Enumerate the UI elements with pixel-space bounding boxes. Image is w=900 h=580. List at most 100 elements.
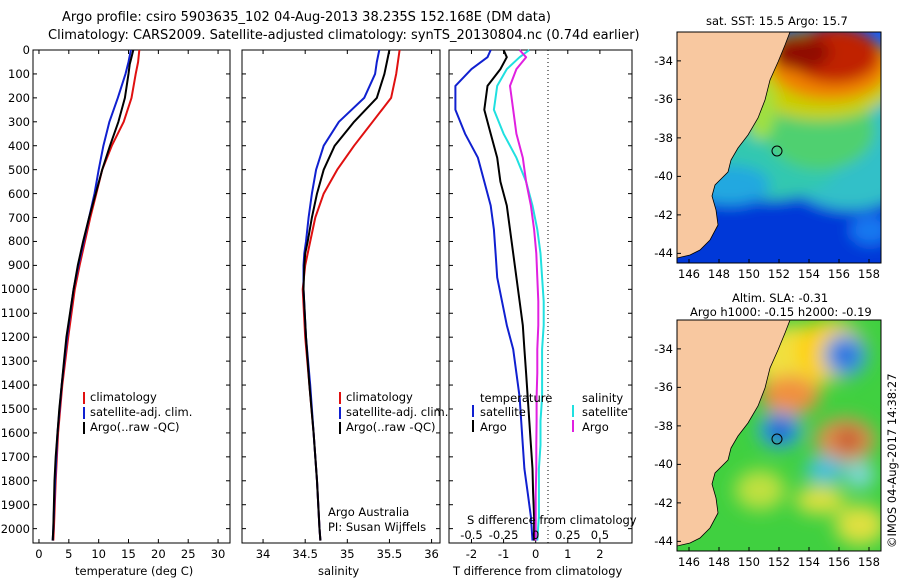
series-line-argo-raw-qc- [302,49,391,541]
map-y-tick-label: -44 [654,246,673,261]
depth-tick-label: 400 [8,138,30,153]
map-y-tick-label: -36 [654,380,673,395]
map-y-tick-label: -42 [654,495,673,510]
salinity-series [301,49,401,541]
salinity-annotation-line1: Argo Australia [328,505,410,519]
x-tick-label: 10 [91,547,106,561]
depth-tick-label: 1900 [0,497,30,512]
diff-legend-salinity-heading: salinity [582,391,624,405]
salinity-axes-frame [241,49,441,544]
depth-tick-label: 1500 [0,401,30,416]
depth-tick-label: 700 [8,210,30,225]
map-x-tick-label: 152 [768,555,790,569]
diff-legend-s-argo-label: Argo [582,420,609,434]
difference-axes-frame [448,49,633,544]
temperature-axes [33,49,230,543]
sla-map-title-line1: Altim. SLA: -0.31 [732,291,829,305]
x-tick-label: 30 [210,547,226,561]
x-tick-label: 2 [596,547,604,561]
depth-tick-label: 1300 [0,354,30,369]
depth-tick-label: 2000 [0,521,30,536]
depth-tick-label: 500 [8,162,30,177]
sla-map [677,320,881,551]
map-x-tick-label: 150 [738,555,760,569]
difference-s-xlabel: S difference from climatology [467,513,637,527]
salinity-annotation-line2: PI: Susan Wijffels [328,520,427,534]
map-y-tick-label: -38 [654,130,673,145]
x-tick-label: 25 [180,547,196,561]
depth-tick-label: 600 [8,186,30,201]
map-y-tick-label: -40 [654,169,673,184]
sst-land [677,32,791,259]
x-tick-label: -2 [465,547,478,561]
figure-title-line1: Argo profile: csiro 5903635_102 04-Aug-2… [62,10,551,25]
x-tick-label: 36 [424,547,439,561]
sst-profile-marker [771,145,783,157]
temp-legend-climatology-label: climatology [90,390,157,404]
series-line-salinity-argo [509,49,540,541]
s-diff-tick-label: -0.5 [460,528,483,542]
difference-series [454,49,545,541]
x-tick-label: 5 [65,547,73,561]
difference-t-xlabel: T difference from climatology [453,564,623,578]
x-tick-label: -1 [497,547,510,561]
s-diff-tick-label: -0.25 [488,528,519,542]
map-x-tick-label: 154 [798,267,820,281]
series-line-satellite-adj-clim- [51,49,132,541]
s-diff-tick-label: 0.25 [554,528,581,542]
depth-tick-label: 1400 [0,378,30,393]
map-x-tick-label: 146 [678,267,700,281]
x-tick-label: 34.5 [292,547,318,561]
sst-map [677,32,881,263]
temperature-xlabel: temperature (deg C) [75,564,194,578]
depth-tick-label: 200 [8,90,30,105]
depth-tick-label: 900 [8,258,30,273]
salinity-axes [242,49,440,543]
depth-tick-label: 1700 [0,449,30,464]
series-line-temperature-argo [483,49,536,541]
map-y-tick-label: -34 [654,53,673,68]
map-x-tick-label: 158 [858,267,880,281]
series-line-climatology [52,49,141,541]
depth-tick-label: 100 [8,66,30,81]
sla-land [677,320,791,547]
x-tick-label: 0 [532,547,540,561]
depth-tick-label: 300 [8,114,30,129]
sal-legend-argo-label: Argo(..raw -QC) [346,420,436,434]
depth-tick-label: 800 [8,234,30,249]
x-tick-label: 20 [151,547,166,561]
series-line-argo-raw-qc- [51,49,135,541]
salinity-xlabel: salinity [318,564,360,578]
diff-legend-s-satellite-label: satellite [582,405,628,419]
sla-profile-marker [771,433,783,445]
map-y-tick-label: -44 [654,534,673,549]
s-diff-tick-label: 0 [532,528,540,542]
series-line-temperature-satellite [454,49,534,541]
map-x-tick-label: 156 [828,555,850,569]
map-y-tick-label: -38 [654,418,673,433]
map-x-tick-label: 154 [798,555,820,569]
map-x-tick-label: 158 [858,555,880,569]
depth-tick-label: 1800 [0,473,30,488]
depth-tick-label: 1600 [0,425,30,440]
map-x-tick-label: 156 [828,267,850,281]
depth-tick-label: 1200 [0,330,30,345]
map-y-tick-label: -34 [654,341,673,356]
map-x-tick-label: 152 [768,267,790,281]
depth-tick-label: 1000 [0,282,30,297]
diff-legend-t-satellite-label: satellite [480,405,526,419]
sal-legend-satellite-label: satellite-adj. clim. [346,405,449,419]
x-tick-label: 35.5 [376,547,403,561]
x-tick-label: 35 [339,547,355,561]
series-line-salinity-satellite [492,49,545,541]
difference-legend [472,405,574,432]
x-tick-label: 34 [255,547,271,561]
x-tick-label: 1 [564,547,572,561]
temp-legend-argo-label: Argo(..raw -QC) [90,420,180,434]
depth-tick-label: 1100 [0,306,30,321]
x-tick-label: 0 [35,547,43,561]
map-ticks [677,60,870,551]
map-x-tick-label: 150 [738,267,760,281]
map-x-tick-label: 146 [678,555,700,569]
